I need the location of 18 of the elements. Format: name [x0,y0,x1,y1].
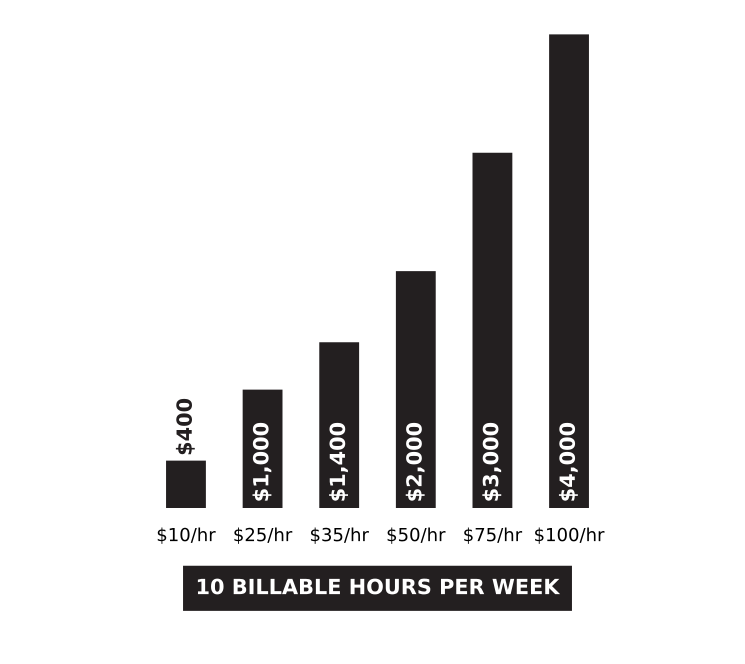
x-axis-title: 10 BILLABLE HOURS PER WEEK [198,578,560,594]
bar [166,460,206,508]
x-tick-label: $50/hr [388,527,446,544]
data-label: $4,000 [558,422,578,501]
x-tick-label: $100/hr [535,527,604,544]
x-tick-label: $35/hr [310,527,369,544]
data-label: $1,400 [329,422,348,501]
bar [472,152,512,508]
data-label: $3,000 [482,422,502,501]
x-tick-label: $10/hr [158,527,216,544]
bar [396,271,436,508]
bar [549,34,589,508]
data-label: $1,000 [252,422,272,501]
data-label: $400 [176,398,195,454]
bar [319,342,360,508]
data-label: $2,000 [406,422,425,501]
x-tick-label: $75/hr [464,527,522,544]
x-tick-label: $25/hr [234,527,292,544]
